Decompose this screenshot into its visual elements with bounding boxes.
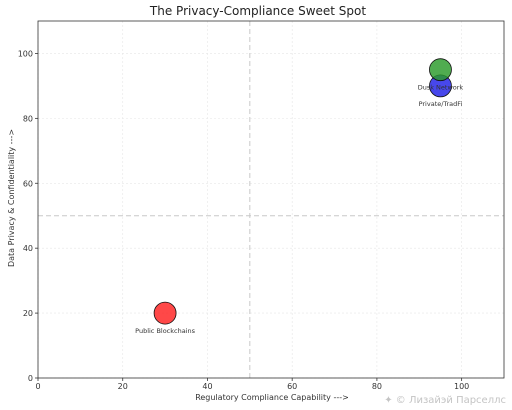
y-tick-label: 60: [23, 179, 33, 188]
watermark: ✦ © Лизайэй Парселлс: [384, 395, 506, 406]
x-axis-label: Regulatory Compliance Capability --->: [195, 393, 349, 402]
y-tick-label: 40: [23, 244, 33, 253]
plot-area: [37, 20, 505, 379]
point-label: Dusk Network: [418, 84, 464, 92]
x-tick-label: 60: [287, 382, 297, 391]
y-tick-label: 0: [28, 374, 33, 383]
point-label: Public Blockchains: [135, 327, 195, 335]
chart-title: The Privacy-Compliance Sweet Spot: [149, 4, 366, 18]
data-point: [429, 58, 452, 82]
x-tick-label: 100: [454, 382, 469, 391]
x-tick-label: 0: [35, 382, 40, 391]
x-tick-label: 20: [118, 382, 128, 391]
data-points: Public Blockchains Private/TradFi Dusk Net…: [135, 58, 464, 335]
watermark-text: Лизайэй Парселлс: [408, 395, 506, 406]
data-point: [153, 301, 177, 325]
y-tick-label: 80: [23, 114, 33, 123]
watermark-icon: ✦ ©: [384, 395, 409, 406]
x-tick-label: 80: [372, 382, 382, 391]
x-tick-label: 40: [202, 382, 212, 391]
y-tick-label: 20: [23, 309, 33, 318]
reference-lines: [38, 21, 504, 378]
point-label: Private/TradFi: [419, 100, 463, 108]
y-tick-label: 100: [18, 49, 33, 58]
axis-ticks: 0 20 40 60 80 100 0 20 40 60 80 100: [18, 49, 470, 391]
y-axis-label: Data Privacy & Confidentiality --->: [7, 129, 16, 267]
